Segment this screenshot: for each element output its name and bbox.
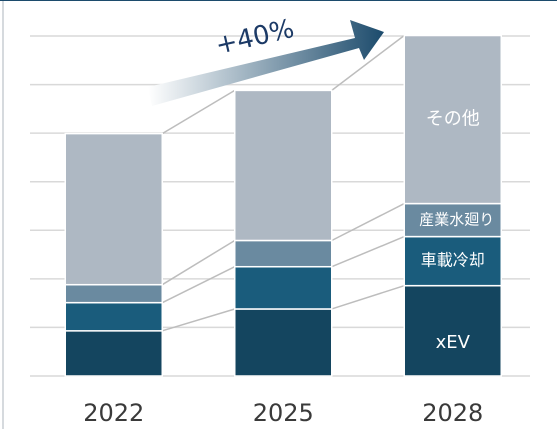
connector-line — [331, 284, 405, 310]
bar-segment — [64, 330, 163, 377]
bar-segment — [64, 301, 163, 332]
bar-segment — [403, 202, 502, 238]
bar-segment — [234, 239, 333, 268]
connector-line — [161, 266, 236, 304]
bar-segment — [64, 132, 163, 286]
bar-segment — [234, 89, 333, 242]
x-tick-label: 2022 — [83, 399, 144, 427]
connector-line — [331, 34, 405, 91]
bar-segment — [64, 283, 163, 304]
annotation: +40% — [213, 14, 297, 61]
series-label: xEV — [436, 332, 471, 353]
connector-line — [331, 202, 405, 242]
series-label: 産業水廻り — [419, 211, 494, 229]
growth-arrow — [148, 20, 384, 106]
connector-line — [161, 239, 236, 286]
connector-line — [161, 89, 236, 135]
series-label: その他 — [426, 109, 480, 130]
bar-segment — [403, 284, 502, 377]
connector-line — [331, 235, 405, 268]
connector-line — [162, 308, 235, 332]
x-tick-label: 2025 — [253, 399, 314, 427]
bar-segment — [403, 34, 502, 205]
series-label: 車載冷却 — [421, 251, 485, 270]
x-tick-label: 2028 — [422, 399, 483, 427]
bar-segment — [403, 235, 502, 287]
bar-segment — [234, 308, 333, 377]
bar-segment — [234, 265, 333, 310]
